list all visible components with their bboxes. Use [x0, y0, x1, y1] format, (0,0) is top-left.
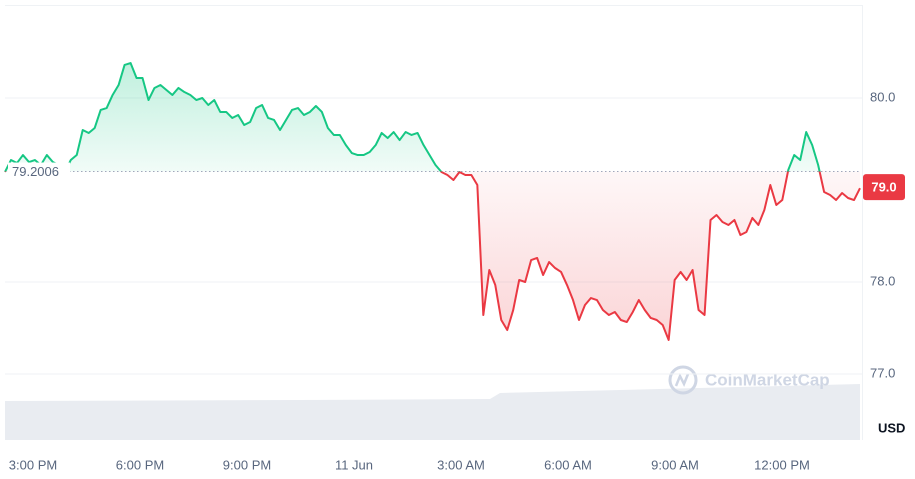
x-tick-label: 11 Jun — [335, 457, 373, 472]
watermark: CoinMarketCap — [668, 365, 830, 395]
x-tick-label: 3:00 PM — [9, 457, 57, 472]
grid: 77.0 78.0 80.0 3:00 PM 6:00 PM 9:00 PM 11 Jun 3… — [5, 89, 895, 472]
volume-area — [5, 384, 860, 440]
price-tag — [863, 174, 905, 201]
y-tick-label: 78.0 — [870, 273, 895, 288]
x-tick-label: 6:00 AM — [544, 457, 592, 472]
y-tick-label: 80.0 — [870, 89, 895, 104]
baseline-label-bg — [8, 162, 70, 181]
baseline-label: 79.2006 — [12, 164, 59, 179]
price-tag-label: 79.0 — [871, 180, 896, 195]
x-tick-label: 9:00 PM — [223, 457, 271, 472]
x-tick-label: 6:00 PM — [116, 457, 164, 472]
watermark-logo-mark — [674, 372, 690, 388]
x-tick-label: 3:00 AM — [437, 457, 485, 472]
x-tick-label: 9:00 AM — [651, 457, 699, 472]
watermark-logo — [668, 365, 698, 395]
watermark-text: CoinMarketCap — [705, 370, 830, 389]
x-tick-label: 12:00 PM — [754, 457, 810, 472]
area — [5, 63, 860, 340]
price-line — [4, 62, 861, 341]
y-tick-label: 77.0 — [870, 365, 895, 380]
plot: 79.2006 79.0 — [4, 62, 905, 341]
unit-label: USD — [878, 420, 905, 435]
